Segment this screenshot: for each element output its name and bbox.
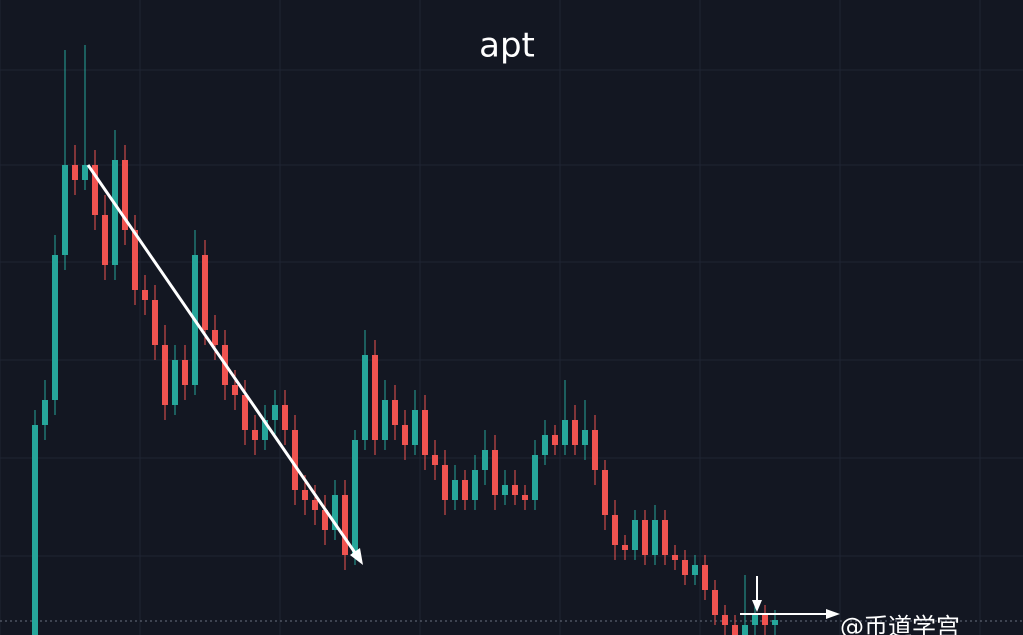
candle-body: [622, 545, 628, 550]
candle-body: [742, 625, 748, 635]
candle-body: [32, 425, 38, 635]
candle-body: [502, 485, 508, 495]
candle-body: [372, 355, 378, 440]
candle-body: [202, 255, 208, 330]
candle-body: [212, 330, 218, 345]
candle-body: [352, 440, 358, 555]
candle-body: [632, 520, 638, 550]
candle-body: [262, 420, 268, 440]
candle-body: [472, 470, 478, 500]
arrow-head: [752, 600, 762, 612]
candle-body: [52, 255, 58, 400]
candle-body: [402, 425, 408, 445]
candle-body: [232, 385, 238, 395]
candle-body: [492, 450, 498, 495]
candle-body: [532, 455, 538, 500]
candle-body: [562, 420, 568, 445]
candle-body: [442, 465, 448, 500]
candle-body: [712, 590, 718, 615]
candle-body: [522, 495, 528, 500]
candle-body: [582, 430, 588, 445]
candle-body: [542, 435, 548, 455]
candle-body: [62, 165, 68, 255]
candle-body: [292, 430, 298, 490]
candle-body: [92, 165, 98, 215]
candle-body: [452, 480, 458, 500]
chart-title: apt: [479, 26, 535, 66]
candle-body: [752, 615, 758, 625]
candle-body: [102, 215, 108, 265]
candle-body: [142, 290, 148, 300]
candle-body: [112, 160, 118, 265]
candle-body: [242, 395, 248, 430]
candle-body: [482, 450, 488, 470]
candle-body: [512, 485, 518, 495]
candle-body: [362, 355, 368, 440]
candle-body: [772, 620, 778, 625]
candle-body: [552, 435, 558, 445]
candle-body: [82, 165, 88, 180]
candle-body: [252, 430, 258, 440]
arrow-head: [350, 548, 363, 565]
candle-body: [642, 520, 648, 555]
candle-body: [612, 515, 618, 545]
candle-body: [682, 560, 688, 575]
candle-body: [132, 230, 138, 290]
candle-body: [462, 480, 468, 500]
candle-body: [762, 615, 768, 625]
candle-body: [172, 360, 178, 405]
candle-body: [322, 510, 328, 530]
candle-body: [602, 470, 608, 515]
trend-arrow: [86, 164, 362, 561]
candle-body: [282, 405, 288, 430]
candle-body: [412, 410, 418, 445]
candle-body: [432, 455, 438, 465]
candle-body: [422, 410, 428, 455]
candle-body: [702, 565, 708, 590]
candle-body: [382, 400, 388, 440]
candle-body: [722, 615, 728, 625]
candle-body: [572, 420, 578, 445]
candle-body: [182, 360, 188, 385]
candle-body: [302, 490, 308, 500]
candle-body: [652, 520, 658, 555]
candle-body: [332, 495, 338, 530]
candle-body: [672, 555, 678, 560]
candle-body: [662, 520, 668, 555]
watermark: @币道学宫: [840, 613, 960, 635]
candle-body: [162, 345, 168, 405]
candle-body: [692, 565, 698, 575]
annotations: [86, 164, 840, 619]
candle-body: [122, 160, 128, 230]
candle-body: [342, 495, 348, 555]
candle-body: [42, 400, 48, 425]
candle-body: [392, 400, 398, 425]
arrow-head: [826, 609, 840, 619]
candle-body: [152, 300, 158, 345]
candle-body: [732, 625, 738, 635]
candle-body: [72, 165, 78, 180]
candle-body: [592, 430, 598, 470]
candle-body: [272, 405, 278, 420]
candle-body: [312, 500, 318, 510]
